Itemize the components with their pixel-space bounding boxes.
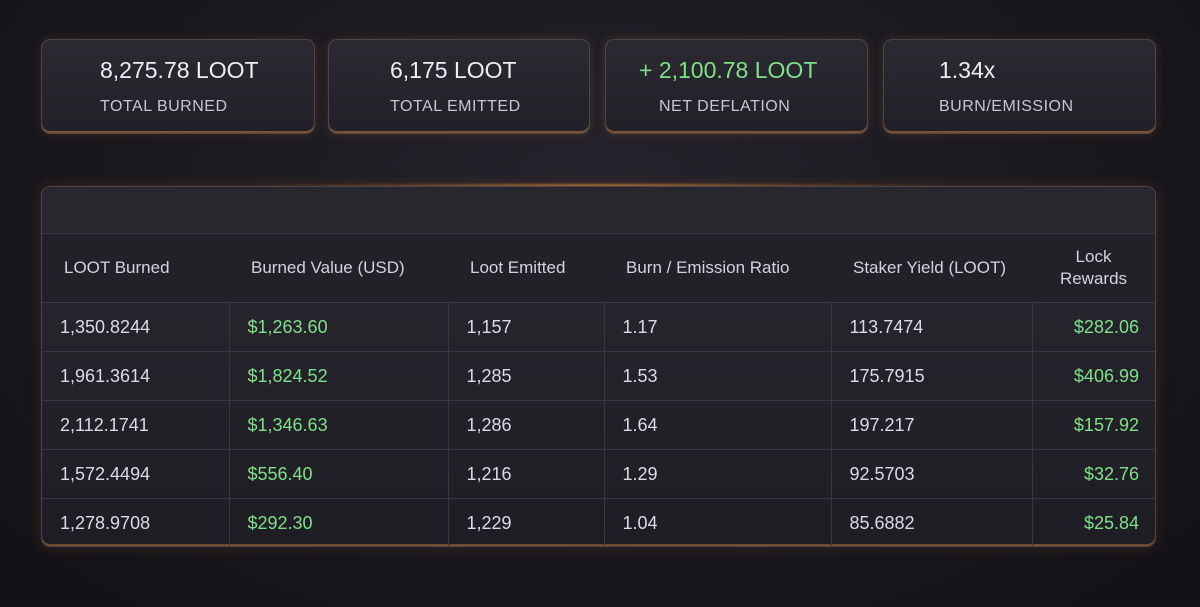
table-cell: $1,346.63: [229, 400, 449, 450]
burn-emission-table: LOOT Burned Burned Value (USD) Loot Emit…: [42, 234, 1155, 546]
table-cell: $1,824.52: [229, 351, 449, 401]
table-cell: 1,350.8244: [42, 302, 230, 352]
table-cell: 1,572.4494: [42, 449, 230, 499]
column-header: Staker Yield (LOOT): [831, 234, 1032, 303]
stat-card-total-emitted: 6,175 LOOT TOTAL EMITTED: [328, 39, 590, 134]
column-header: LOOT Burned: [42, 234, 229, 303]
table-cell: 2,112.1741: [42, 400, 230, 450]
table-cell: 1,961.3614: [42, 351, 230, 401]
burn-emission-table-panel: LOOT Burned Burned Value (USD) Loot Emit…: [41, 186, 1156, 547]
stat-value: 6,175 LOOT: [390, 57, 517, 83]
table-row: 1,572.4494 $556.40 1,216 1.29 92.5703 $3…: [42, 449, 1155, 499]
table-cell: 1.04: [604, 498, 832, 546]
table-cell: 1,229: [448, 498, 605, 546]
stat-value: 8,275.78 LOOT: [100, 57, 259, 83]
table-cell: 175.7915: [831, 351, 1033, 401]
table-cell: $32.76: [1032, 449, 1155, 499]
table-cell: 85.6882: [831, 498, 1033, 546]
table-row: 1,278.9708 $292.30 1,229 1.04 85.6882 $2…: [42, 498, 1155, 546]
column-header: Burned Value (USD): [229, 234, 448, 303]
table-row: 2,112.1741 $1,346.63 1,286 1.64 197.217 …: [42, 400, 1155, 450]
table-cell: 1,285: [448, 351, 605, 401]
table-cell: 92.5703: [831, 449, 1033, 499]
panel-header: [42, 187, 1155, 234]
stat-card-burn-emission: 1.34x BURN/EMISSION: [883, 39, 1156, 134]
table-cell: 1,216: [448, 449, 605, 499]
table-cell: 1.29: [604, 449, 832, 499]
table-header-row: LOOT Burned Burned Value (USD) Loot Emit…: [42, 234, 1155, 303]
table-cell: 1,286: [448, 400, 605, 450]
stat-value: 1.34x: [939, 57, 996, 83]
column-header: Burn / Emission Ratio: [604, 234, 831, 303]
table-cell: 1.64: [604, 400, 832, 450]
table-cell: $556.40: [229, 449, 449, 499]
table-cell: 1,157: [448, 302, 605, 352]
stat-label: BURN/EMISSION: [939, 98, 1074, 115]
table-cell: $1,263.60: [229, 302, 449, 352]
table-cell: $292.30: [229, 498, 449, 546]
table-cell: 113.7474: [831, 302, 1033, 352]
table-cell: 1.17: [604, 302, 832, 352]
table-cell: 197.217: [831, 400, 1033, 450]
table-cell: $406.99: [1032, 351, 1155, 401]
stat-label: NET DEFLATION: [659, 98, 791, 115]
column-header: Lock Rewards: [1032, 234, 1155, 303]
table-row: 1,961.3614 $1,824.52 1,285 1.53 175.7915…: [42, 351, 1155, 401]
column-header: Loot Emitted: [448, 234, 604, 303]
table-cell: 1,278.9708: [42, 498, 230, 546]
stat-value: + 2,100.78 LOOT: [639, 57, 818, 83]
table-cell: $157.92: [1032, 400, 1155, 450]
stat-label: TOTAL BURNED: [100, 98, 228, 115]
stat-card-total-burned: 8,275.78 LOOT TOTAL BURNED: [41, 39, 315, 134]
stat-label: TOTAL EMITTED: [390, 98, 521, 115]
table-cell: $282.06: [1032, 302, 1155, 352]
stat-card-net-deflation: + 2,100.78 LOOT NET DEFLATION: [605, 39, 868, 134]
table-cell: $25.84: [1083, 512, 1139, 533]
table-row: 1,350.8244 $1,263.60 1,157 1.17 113.7474…: [42, 302, 1155, 352]
table-cell: 1.53: [604, 351, 832, 401]
